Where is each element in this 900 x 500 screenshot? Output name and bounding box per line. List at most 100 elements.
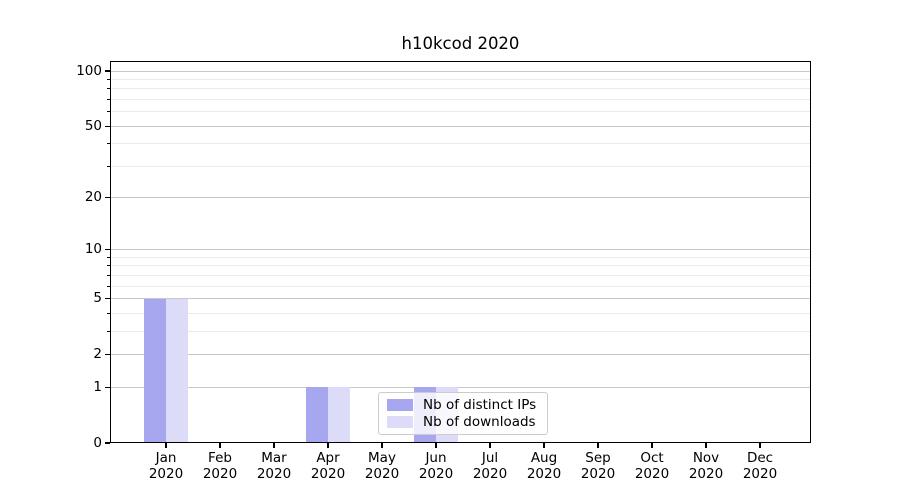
x-tick-month: Dec [746,450,774,466]
y-tick-label: 100 [76,62,102,79]
major-gridline [110,298,811,300]
y-tick-label: 10 [84,241,102,258]
x-tick-year: 2020 [148,465,184,482]
x-tick-month: Mar [261,450,287,466]
y-tick-label: 2 [93,345,102,362]
y-tick [105,386,110,388]
x-tick-month: Jun [425,450,447,466]
y-minor-tick [107,88,110,90]
legend-swatch-distinct-ips [387,399,413,412]
y-minor-tick [107,285,110,287]
x-tick-label: Aug 2020 [514,450,574,482]
y-tick [105,353,110,356]
minor-gridline [110,274,811,276]
y-tick-label: 5 [93,290,102,307]
minor-gridline [110,143,811,145]
x-tick-year: 2020 [202,465,238,482]
x-tick-month: Jul [481,450,499,466]
y-minor-tick [107,111,110,113]
x-tick-label: Nov 2020 [676,450,736,482]
y-minor-tick [107,265,110,267]
y-tick-label: 50 [84,117,102,134]
x-tick [273,443,275,448]
y-tick [105,70,110,72]
x-tick [543,443,545,448]
bar-downloads-jan-2020 [166,298,188,443]
x-tick-year: 2020 [742,465,778,482]
x-tick-label: Jan 2020 [136,450,196,482]
x-tick [165,443,167,448]
x-tick-month: May [368,450,396,466]
legend-label-distinct-ips: Nb of distinct IPs [423,397,537,414]
chart-title: h10kcod 2020 [401,34,520,53]
x-tick-label: Sep 2020 [568,450,628,482]
x-tick-month: Oct [640,450,664,466]
x-tick-year: 2020 [418,465,454,482]
minor-gridline [110,265,811,267]
x-tick-year: 2020 [688,465,724,482]
y-minor-tick [107,143,110,145]
x-tick-year: 2020 [310,465,346,482]
x-tick-month: Aug [530,450,558,466]
y-minor-tick [107,330,110,332]
bar-distinct-ips-apr-2020 [306,387,328,443]
legend-item-distinct-ips: Nb of distinct IPs [387,397,539,413]
x-tick-month: Nov [692,450,720,466]
x-tick [651,443,653,448]
y-minor-tick [107,165,110,167]
x-tick-month: Sep [585,450,611,466]
minor-gridline [110,330,811,332]
minor-gridline [110,285,811,287]
legend: Nb of distinct IPs Nb of downloads [378,392,548,435]
x-tick-label: Jul 2020 [460,450,520,482]
x-tick-month: Jan [155,450,177,466]
y-minor-tick [107,256,110,258]
x-tick-label: Mar 2020 [244,450,304,482]
y-minor-tick [107,312,110,314]
x-tick [597,443,599,448]
minor-gridline [110,98,811,100]
plot-border [110,61,811,443]
x-tick-label: Feb 2020 [190,450,250,482]
x-tick [219,443,221,448]
y-tick [105,197,110,199]
x-tick-year: 2020 [526,465,562,482]
minor-gridline [110,88,811,90]
x-tick-month: Apr [316,450,340,466]
minor-gridline [110,165,811,167]
y-tick-label: 1 [93,378,102,395]
x-tick-label: Dec 2020 [730,450,790,482]
bar-downloads-apr-2020 [328,387,350,443]
y-minor-tick [107,274,110,276]
y-tick [105,442,110,444]
y-tick [105,297,110,300]
y-minor-tick [107,98,110,100]
x-tick-year: 2020 [364,465,400,482]
x-tick-year: 2020 [634,465,670,482]
y-tick-label: 20 [84,189,102,206]
x-tick-label: May 2020 [352,450,412,482]
x-tick-month: Feb [208,450,232,466]
major-gridline [110,70,811,72]
x-tick [705,443,707,448]
major-gridline [110,353,811,355]
legend-swatch-downloads [387,415,413,428]
x-tick-year: 2020 [580,465,616,482]
y-minor-tick [107,78,110,80]
x-tick [489,443,491,448]
x-tick [327,443,329,448]
x-tick [435,443,437,448]
y-tick [105,125,110,127]
legend-item-downloads: Nb of downloads [387,414,539,430]
y-tick-label: 0 [93,434,102,451]
minor-gridline [110,256,811,258]
major-gridline [110,197,811,199]
major-gridline [110,386,811,388]
x-tick [381,443,383,448]
x-tick-label: Oct 2020 [622,450,682,482]
x-tick-year: 2020 [472,465,508,482]
minor-gridline [110,78,811,80]
major-gridline [110,249,811,251]
major-gridline [110,125,811,127]
